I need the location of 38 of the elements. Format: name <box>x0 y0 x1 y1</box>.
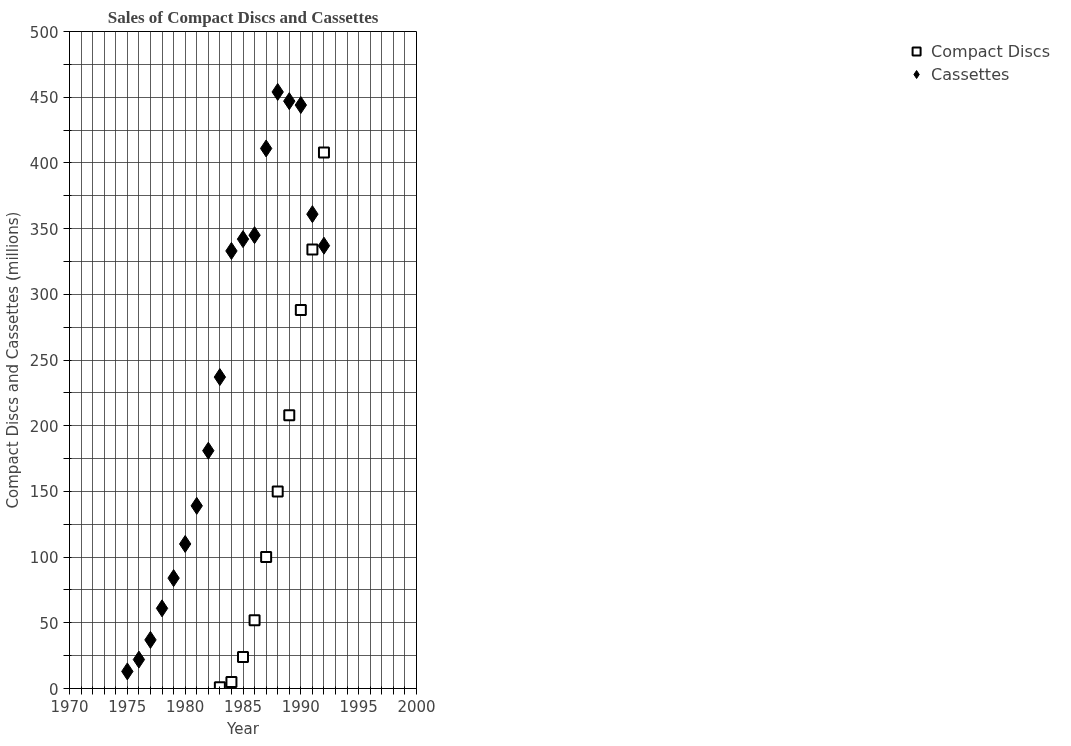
x-tick-label: 1995 <box>339 697 378 716</box>
point <box>237 650 249 663</box>
point <box>317 146 330 159</box>
x-tick-label: 1990 <box>281 697 320 716</box>
point <box>132 650 146 669</box>
y-tick-label: 350 <box>29 220 59 239</box>
x-tick-label: 2000 <box>397 697 436 716</box>
point <box>155 599 169 618</box>
y-tick-label: 200 <box>29 417 59 436</box>
point <box>306 243 319 256</box>
chart-title: Sales of Compact Discs and Cassettes <box>107 7 379 27</box>
y-tick-label: 150 <box>29 483 59 502</box>
x-tick-label: 1970 <box>50 697 89 716</box>
point <box>236 230 250 249</box>
y-tick-label: 300 <box>29 286 59 305</box>
point <box>248 614 261 627</box>
x-tick-label: 1975 <box>108 697 147 716</box>
point <box>260 551 273 564</box>
point <box>317 236 331 255</box>
y-tick-label: 450 <box>29 89 59 108</box>
legend-label: Cassettes <box>931 64 1010 84</box>
point <box>283 409 296 422</box>
x-tick-label: 1985 <box>223 697 263 716</box>
y-tick-label: 100 <box>29 549 59 568</box>
point <box>294 304 307 317</box>
x-tick-label: 1980 <box>166 697 205 716</box>
y-tick-label: 0 <box>48 680 59 699</box>
y-tick-label: 400 <box>29 154 59 173</box>
point <box>225 675 238 688</box>
y-tick-label: 500 <box>29 23 59 42</box>
y-tick-label: 50 <box>39 614 59 633</box>
x-axis-title: Year <box>226 719 260 738</box>
y-tick-label: 250 <box>29 352 59 370</box>
y-axis-title: Compact Discs and Cassettes (millions) <box>3 211 22 509</box>
point <box>213 368 227 387</box>
point <box>271 485 284 498</box>
point <box>259 139 273 158</box>
legend-label: Compact Discs <box>931 41 1050 61</box>
